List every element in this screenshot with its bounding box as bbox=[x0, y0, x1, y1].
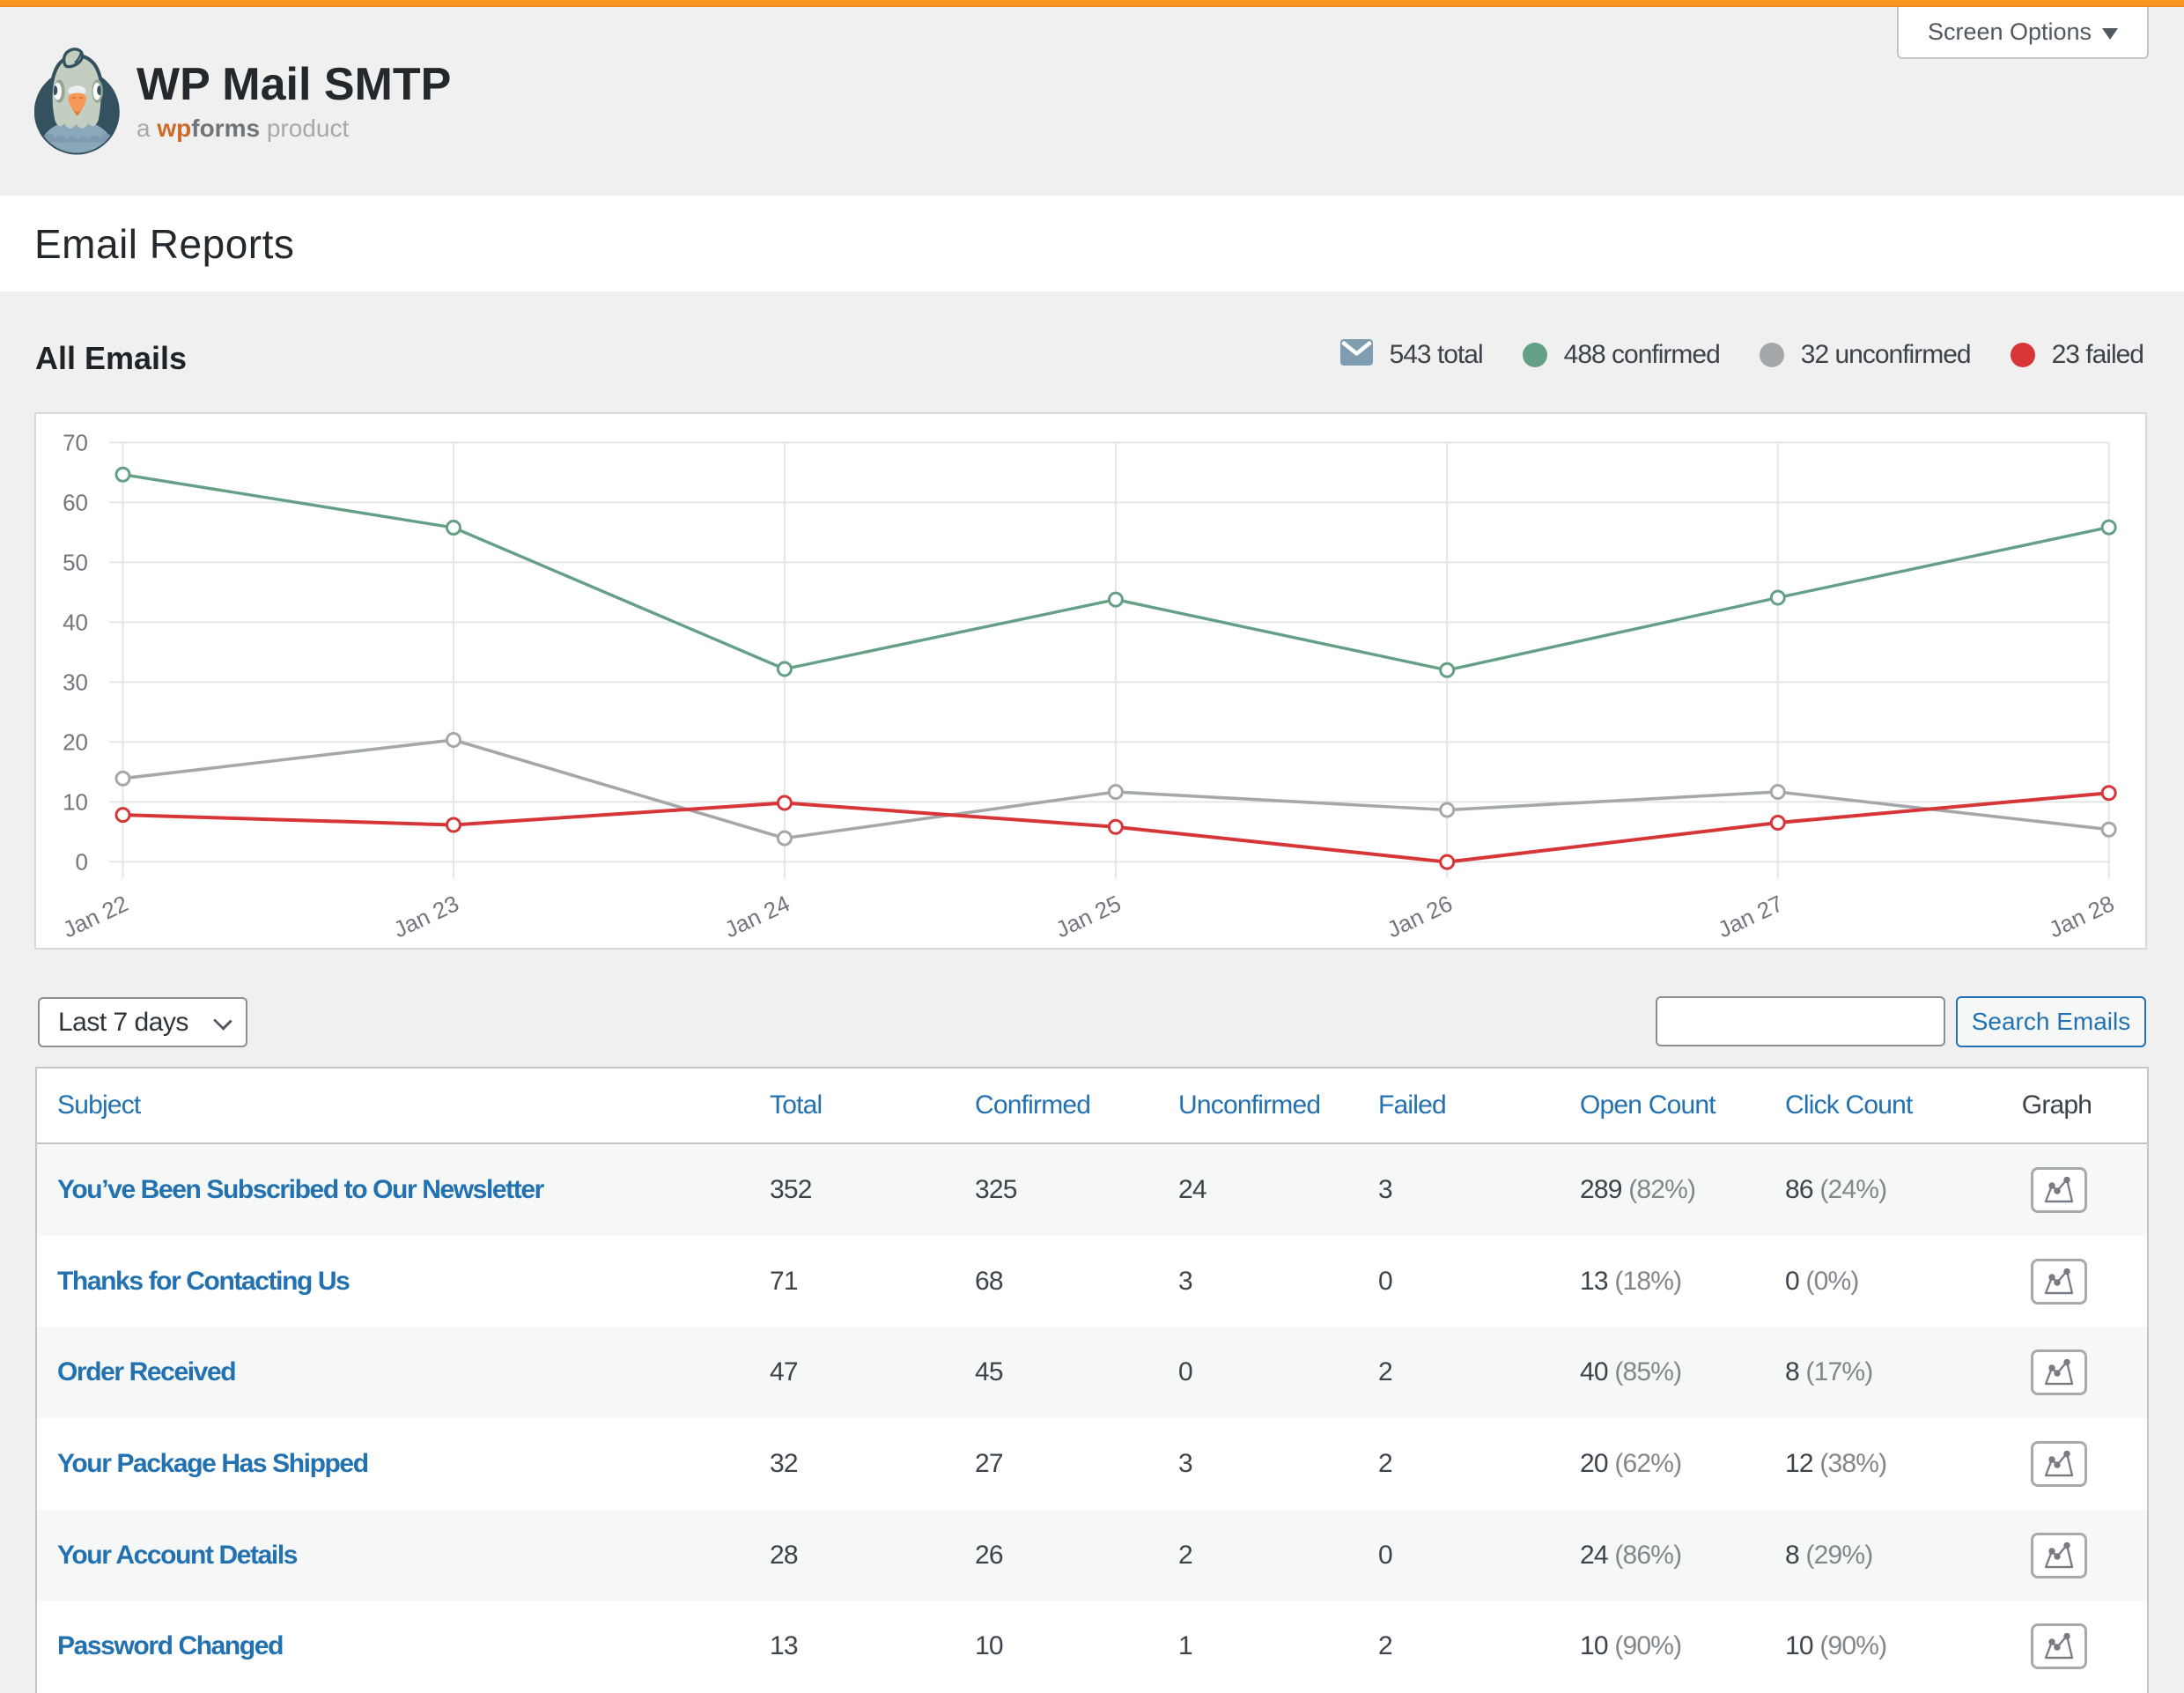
svg-text:Jan 27: Jan 27 bbox=[1714, 890, 1787, 943]
svg-text:Jan 28: Jan 28 bbox=[2045, 890, 2118, 943]
svg-text:Jan 25: Jan 25 bbox=[1051, 890, 1125, 943]
svg-text:Jan 26: Jan 26 bbox=[1383, 890, 1456, 943]
svg-text:70: 70 bbox=[63, 429, 88, 455]
svg-text:Jan 24: Jan 24 bbox=[720, 890, 793, 943]
svg-text:20: 20 bbox=[63, 728, 88, 755]
svg-text:0: 0 bbox=[76, 848, 88, 875]
svg-text:Jan 23: Jan 23 bbox=[389, 890, 462, 943]
svg-text:60: 60 bbox=[63, 489, 88, 515]
svg-text:50: 50 bbox=[63, 549, 88, 575]
svg-text:10: 10 bbox=[63, 788, 88, 815]
svg-text:30: 30 bbox=[63, 669, 88, 695]
svg-text:40: 40 bbox=[63, 609, 88, 635]
svg-text:Jan 22: Jan 22 bbox=[59, 890, 132, 943]
